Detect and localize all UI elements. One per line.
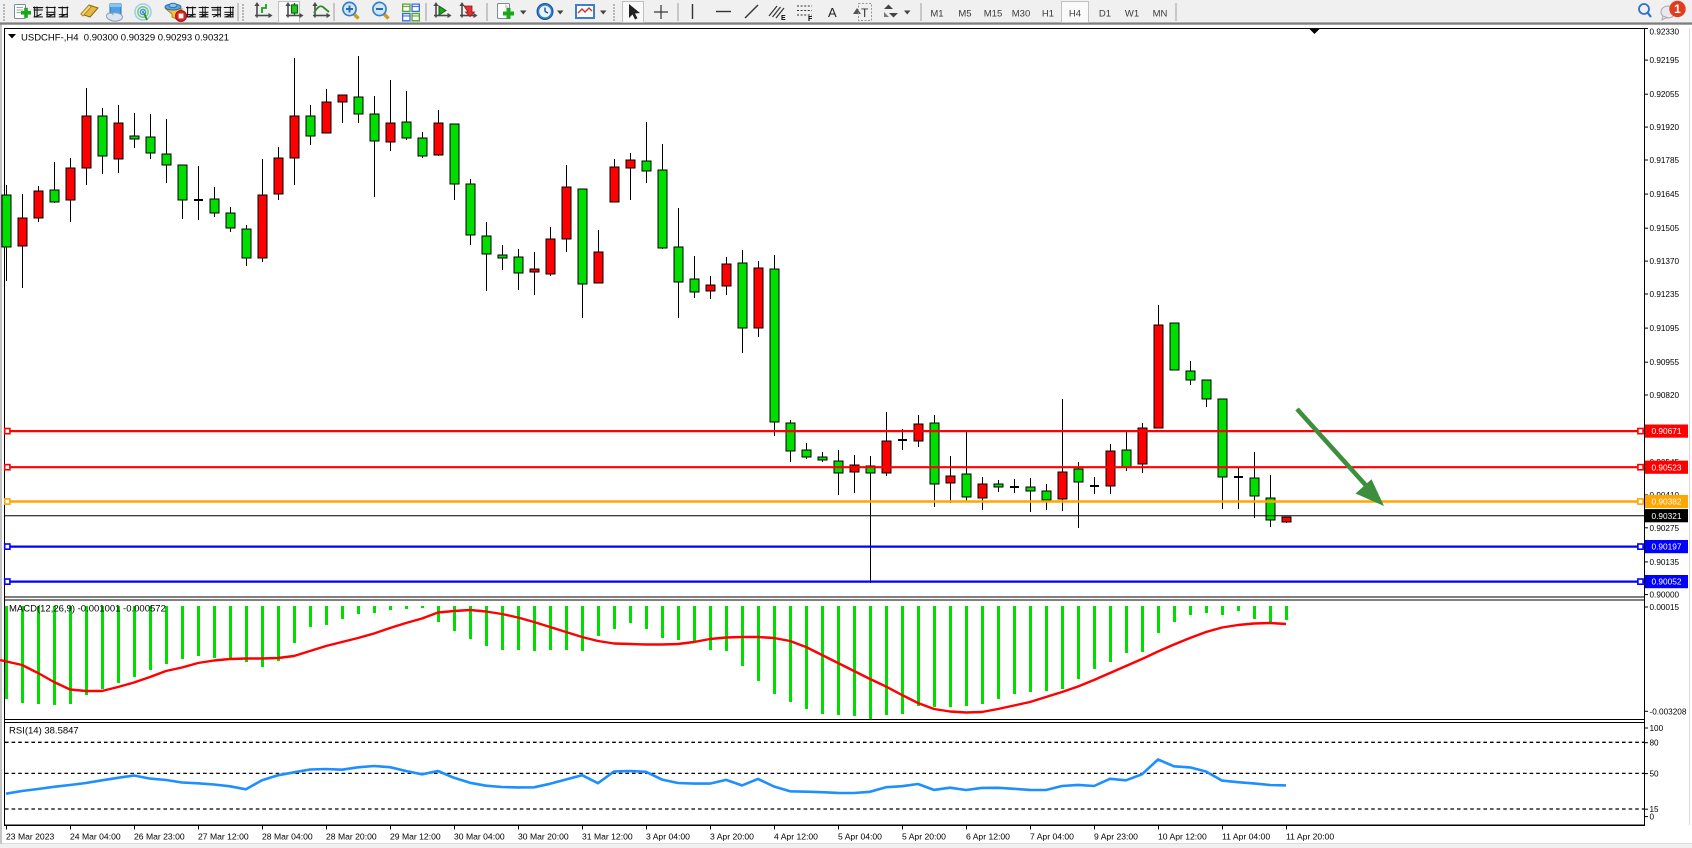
svg-text:3 Apr 20:00: 3 Apr 20:00 bbox=[710, 832, 754, 842]
svg-text:24 Mar 04:00: 24 Mar 04:00 bbox=[70, 832, 121, 842]
svg-text:50: 50 bbox=[1650, 770, 1660, 779]
svg-text:0.00015: 0.00015 bbox=[1650, 603, 1680, 612]
svg-text:80: 80 bbox=[1650, 739, 1660, 748]
svg-text:31 Mar 12:00: 31 Mar 12:00 bbox=[582, 832, 633, 842]
svg-text:H4: H4 bbox=[1069, 9, 1081, 20]
svg-text:H1: H1 bbox=[1042, 9, 1054, 20]
svg-text:D1: D1 bbox=[1099, 9, 1111, 20]
svg-text:29 Mar 12:00: 29 Mar 12:00 bbox=[390, 832, 441, 842]
svg-text:0.90523: 0.90523 bbox=[1652, 462, 1682, 472]
svg-text:0.91095: 0.91095 bbox=[1650, 324, 1680, 333]
svg-text:7 Apr 04:00: 7 Apr 04:00 bbox=[1030, 832, 1074, 842]
svg-text:30 Mar 20:00: 30 Mar 20:00 bbox=[518, 832, 569, 842]
svg-text:M1: M1 bbox=[930, 9, 943, 20]
svg-text:MACD(12,26,9) -0.001001 -0.000: MACD(12,26,9) -0.001001 -0.000572 bbox=[9, 604, 166, 615]
svg-text:0.90382: 0.90382 bbox=[1652, 497, 1682, 507]
svg-text:MN: MN bbox=[1153, 9, 1168, 20]
svg-text:0.92330: 0.92330 bbox=[1650, 28, 1680, 37]
svg-text:0.90321: 0.90321 bbox=[1652, 511, 1682, 521]
svg-text:5 Apr 04:00: 5 Apr 04:00 bbox=[838, 832, 882, 842]
svg-text:0.91920: 0.91920 bbox=[1650, 123, 1680, 132]
svg-text:0.90052: 0.90052 bbox=[1652, 577, 1682, 587]
svg-text:4 Apr 12:00: 4 Apr 12:00 bbox=[774, 832, 818, 842]
svg-text:0.90000: 0.90000 bbox=[1650, 591, 1680, 600]
svg-text:M30: M30 bbox=[1012, 9, 1030, 20]
svg-text:RSI(14) 38.5847: RSI(14) 38.5847 bbox=[9, 726, 79, 737]
svg-text:F: F bbox=[808, 16, 813, 23]
svg-text:USDCHF-,H4 0.90300 0.90329 0.: USDCHF-,H4 0.90300 0.90329 0.90293 0.903… bbox=[21, 33, 229, 44]
svg-text:28 Mar 20:00: 28 Mar 20:00 bbox=[326, 832, 377, 842]
svg-text:0.91505: 0.91505 bbox=[1650, 224, 1680, 233]
svg-text:0.92055: 0.92055 bbox=[1650, 90, 1680, 99]
svg-text:26 Mar 23:00: 26 Mar 23:00 bbox=[134, 832, 185, 842]
svg-text:23 Mar 2023: 23 Mar 2023 bbox=[6, 832, 54, 842]
svg-text:0.92195: 0.92195 bbox=[1650, 56, 1680, 65]
svg-text:0.90820: 0.90820 bbox=[1650, 391, 1680, 400]
svg-text:M5: M5 bbox=[958, 9, 971, 20]
svg-text:M15: M15 bbox=[984, 9, 1002, 20]
svg-text:28 Mar 04:00: 28 Mar 04:00 bbox=[262, 832, 313, 842]
svg-text:5 Apr 20:00: 5 Apr 20:00 bbox=[902, 832, 946, 842]
svg-text:15: 15 bbox=[1650, 805, 1660, 814]
svg-text:11 Apr 20:00: 11 Apr 20:00 bbox=[1286, 832, 1334, 842]
svg-text:27 Mar 12:00: 27 Mar 12:00 bbox=[198, 832, 249, 842]
svg-text:0.91785: 0.91785 bbox=[1650, 156, 1680, 165]
svg-text:0.91235: 0.91235 bbox=[1650, 290, 1680, 299]
svg-text:6 Apr 12:00: 6 Apr 12:00 bbox=[966, 832, 1010, 842]
svg-text:1: 1 bbox=[1674, 2, 1681, 16]
svg-text:10 Apr 12:00: 10 Apr 12:00 bbox=[1158, 832, 1207, 842]
svg-text:W1: W1 bbox=[1125, 9, 1139, 20]
svg-text:0.90275: 0.90275 bbox=[1650, 524, 1680, 533]
svg-text:A: A bbox=[828, 5, 837, 20]
svg-text:11 Apr 04:00: 11 Apr 04:00 bbox=[1222, 832, 1270, 842]
svg-text:0.90955: 0.90955 bbox=[1650, 358, 1680, 367]
svg-text:0: 0 bbox=[1650, 813, 1655, 822]
svg-text:E: E bbox=[781, 15, 786, 22]
svg-text:0.90671: 0.90671 bbox=[1652, 426, 1682, 436]
svg-text:9 Apr 23:00: 9 Apr 23:00 bbox=[1094, 832, 1138, 842]
svg-text:100: 100 bbox=[1650, 724, 1664, 733]
svg-text:0.91645: 0.91645 bbox=[1650, 190, 1680, 199]
svg-text:3 Apr 04:00: 3 Apr 04:00 bbox=[646, 832, 690, 842]
svg-text:30 Mar 04:00: 30 Mar 04:00 bbox=[454, 832, 505, 842]
svg-text:0.91370: 0.91370 bbox=[1650, 257, 1680, 266]
svg-text:0.90135: 0.90135 bbox=[1650, 558, 1680, 567]
svg-text:0.90197: 0.90197 bbox=[1652, 542, 1682, 552]
svg-text:-0.003208: -0.003208 bbox=[1650, 707, 1687, 716]
svg-text:T: T bbox=[861, 6, 869, 20]
